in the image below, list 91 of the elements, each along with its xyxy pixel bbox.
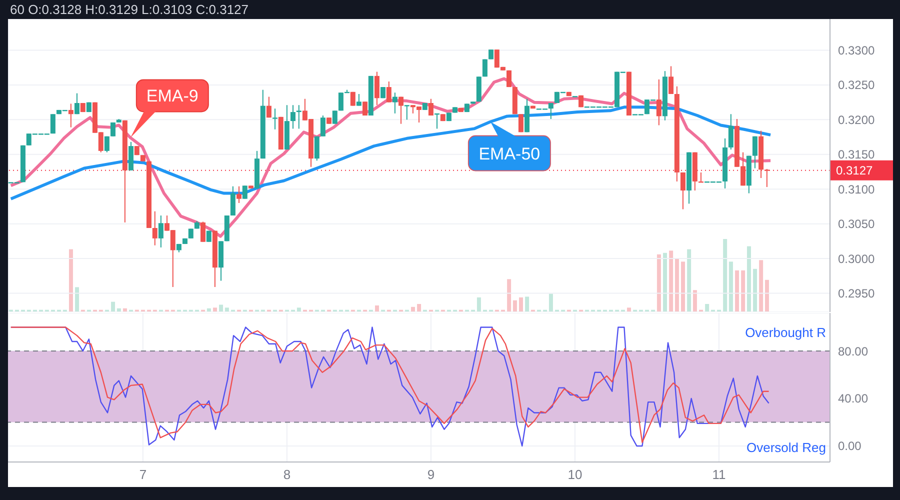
candlestick — [548, 102, 554, 120]
bar — [728, 262, 733, 312]
candlestick — [386, 80, 392, 103]
bar — [219, 304, 224, 312]
bar — [519, 297, 524, 312]
candlestick — [356, 93, 362, 106]
bar — [224, 308, 229, 312]
series-label: EMA-9 — [146, 86, 198, 106]
bar — [764, 280, 769, 312]
bar — [512, 300, 517, 312]
bar — [669, 250, 674, 312]
bar — [663, 252, 668, 312]
candlestick — [320, 115, 326, 137]
bar — [627, 308, 632, 312]
bar — [417, 304, 422, 312]
candlestick — [272, 108, 278, 130]
x-tick-label: 11 — [712, 467, 726, 482]
y-tick-label: 0.3000 — [838, 252, 876, 266]
annotation: Oversold Reg — [746, 440, 826, 455]
bar — [374, 305, 379, 312]
bar — [476, 297, 481, 312]
candlestick — [68, 103, 74, 128]
bar — [674, 258, 679, 312]
y-tick-label: 0.3300 — [838, 44, 876, 58]
bar — [753, 268, 758, 312]
candlestick — [404, 104, 410, 120]
candlestick — [428, 98, 434, 116]
bar — [746, 246, 751, 312]
candlestick — [188, 228, 194, 239]
bar — [548, 294, 553, 312]
candlestick — [50, 114, 56, 134]
bar — [687, 249, 692, 312]
line-series — [9, 106, 772, 200]
candlestick — [392, 92, 398, 114]
candlestick — [152, 210, 158, 246]
bar — [75, 287, 80, 312]
bar — [111, 302, 116, 312]
candlestick — [290, 104, 296, 130]
candlestick — [518, 114, 524, 133]
bar — [507, 279, 512, 312]
bar — [723, 239, 728, 312]
x-tick-label: 9 — [427, 467, 435, 482]
annotation: Overbought R — [745, 325, 826, 340]
candlestick — [266, 96, 272, 118]
candlestick — [230, 186, 236, 216]
bar — [68, 249, 73, 312]
x-tick-label: 7 — [139, 467, 147, 482]
bar — [656, 254, 661, 312]
bar — [296, 308, 301, 312]
x-tick-label: 10 — [568, 467, 582, 482]
ref-line-label: 0.3127 — [836, 163, 874, 178]
y-tick-label: 0.3250 — [838, 78, 876, 92]
candlestick — [104, 136, 110, 153]
candlestick — [398, 96, 404, 124]
y-tick-label: 0.2950 — [838, 286, 876, 301]
candlestick — [236, 186, 242, 204]
y-tick-label: 0.3100 — [838, 182, 876, 196]
y-tick-label: 0.00 — [838, 439, 862, 454]
candlestick — [728, 114, 734, 150]
legend-label: EMA-50 — [478, 144, 540, 164]
candlestick — [74, 92, 80, 115]
y-tick-label: 40.00 — [838, 392, 868, 406]
chart-title: 60 O:0.3128 H:0.3129 L:0.3103 C:0.3127 — [10, 2, 249, 17]
candlestick — [350, 91, 356, 106]
y-tick-label: 0.3150 — [838, 148, 876, 162]
candlestick — [158, 214, 164, 248]
bar — [692, 290, 697, 312]
candlestick — [668, 66, 674, 94]
candlestick — [242, 185, 248, 200]
candlestick — [314, 136, 320, 162]
candlestick — [752, 136, 758, 169]
candlestick — [200, 221, 206, 242]
candlestick — [680, 172, 686, 210]
x-tick-label: 8 — [283, 467, 291, 482]
y-tick-label: 0.3050 — [838, 217, 876, 232]
candlestick — [488, 49, 494, 60]
candlestick — [764, 168, 770, 188]
candlestick — [110, 122, 116, 137]
bar — [681, 262, 686, 312]
bar — [735, 270, 740, 312]
bar — [741, 270, 746, 312]
candlestick — [332, 110, 338, 124]
y-tick-label: 0.3200 — [838, 112, 876, 127]
y-tick-label: 80.00 — [838, 344, 868, 358]
candlestick — [296, 104, 302, 130]
bar — [705, 304, 710, 312]
candlestick — [374, 71, 380, 106]
bar — [212, 308, 217, 312]
bar — [759, 260, 764, 312]
candlestick — [656, 78, 662, 126]
bar — [525, 296, 530, 312]
